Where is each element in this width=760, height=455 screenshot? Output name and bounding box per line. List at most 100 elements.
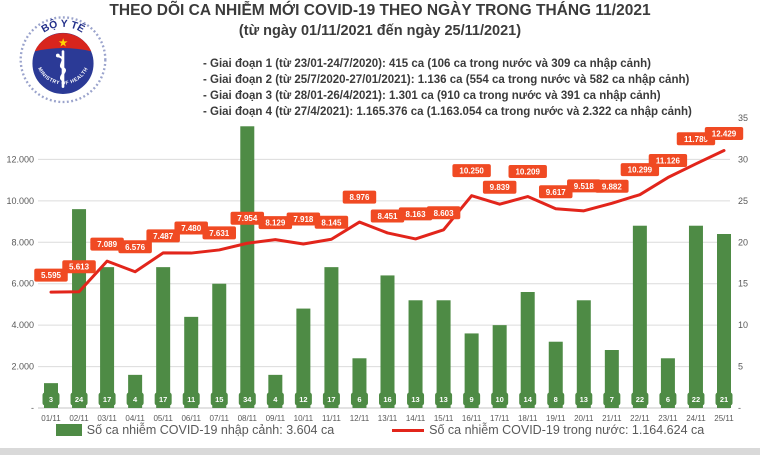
bar-value-label: 13	[580, 395, 588, 404]
page-bottom-strip	[0, 448, 760, 455]
line-value-label: 8.145	[321, 218, 342, 227]
line-value-label: 5.595	[41, 271, 62, 280]
bar-value-chip	[547, 392, 565, 406]
bar-value-chip	[519, 392, 537, 406]
x-axis-date-label: 10/11	[294, 414, 314, 423]
line-series-swatch	[392, 428, 425, 432]
bar	[324, 267, 339, 408]
logo-top-arc-text: BỘ Y TẾ	[40, 17, 88, 35]
line-value-box	[704, 127, 744, 141]
line-value-box	[452, 164, 491, 178]
x-axis-date-label: 21/11	[602, 414, 622, 423]
bar-value-chip	[154, 392, 172, 406]
bar-value-label: 22	[692, 395, 700, 404]
bar-value-chip	[631, 392, 649, 406]
line-value-box	[34, 268, 68, 282]
ministry-of-health-logo: BỘ Y TẾ ★ MINISTRY OF HEALTH	[16, 5, 110, 105]
line-value-label: 7.954	[237, 214, 258, 223]
x-axis-date-label: 08/11	[238, 414, 258, 423]
bar-value-chip	[491, 392, 509, 406]
x-axis-date-label: 20/11	[574, 414, 594, 423]
line-value-label: 7.631	[209, 229, 230, 238]
line-value-box	[62, 260, 96, 274]
bar-value-label: 3	[49, 395, 53, 404]
logo-star-icon: ★	[58, 38, 68, 50]
x-axis-date-label: 25/11	[714, 414, 734, 423]
bar-value-chip	[659, 392, 677, 406]
line-value-label: 8.129	[265, 219, 286, 228]
bar-value-chip	[350, 392, 368, 406]
bar-value-label: 4	[133, 395, 138, 404]
phase-3-line: - Giai đoạn 3 (từ 28/01-26/4/2021): 1.30…	[203, 90, 661, 102]
line-value-label: 6.576	[125, 243, 146, 252]
bar-value-label: 17	[103, 395, 111, 404]
bar	[72, 209, 87, 408]
bar-value-chip	[126, 392, 144, 406]
line-value-label: 7.487	[153, 232, 174, 241]
combo-chart: 2.000 4.000 6.000 8.000 10.000 12.000 - 5 10 15 20…	[6, 113, 748, 423]
bar-value-label: 4	[273, 395, 278, 404]
line-value-box	[426, 206, 461, 220]
x-axis-date-label: 07/11	[210, 414, 230, 423]
bar-value-chip	[435, 392, 453, 406]
bar-value-chip	[98, 392, 116, 406]
bar	[717, 234, 731, 408]
bar-value-chip	[70, 392, 88, 406]
line-value-label: 8.603	[434, 209, 455, 218]
line-value-label: 7.089	[97, 240, 118, 249]
logo-outer-ring	[19, 16, 107, 104]
bar	[212, 283, 227, 408]
x-axis-date-label: 22/11	[630, 414, 650, 423]
bar	[520, 292, 535, 408]
bar	[688, 225, 703, 408]
bar-value-label: 7	[610, 395, 614, 404]
phase-summary: - Giai đoạn 1 (từ 23/01-24/7/2020): 415 …	[203, 56, 692, 120]
logo-red-band	[34, 33, 92, 52]
x-axis-date-label: 13/11	[378, 414, 398, 423]
x-axis-date-label: 24/11	[686, 414, 706, 423]
legend-domestic-label: Số ca nhiễm COVID-19 trong nước: 1.164.6…	[429, 423, 705, 437]
bar	[436, 300, 451, 408]
bar-value-chip	[294, 392, 312, 406]
line-value-box	[398, 207, 433, 221]
legend-item-domestic: Số ca nhiễm COVID-19 trong nước: 1.164.6…	[392, 423, 704, 437]
x-axis-date-label: 04/11	[125, 414, 145, 423]
line-value-label: 9.617	[546, 188, 567, 197]
bar	[576, 300, 591, 408]
bar-value-chip	[210, 392, 228, 406]
line-value-label: 11.789	[684, 135, 709, 144]
line-value-label: 9.518	[574, 182, 595, 191]
bar	[548, 341, 563, 408]
x-axis-date-label: 17/11	[490, 414, 510, 423]
bar-value-chip	[322, 392, 340, 406]
line-value-box	[508, 165, 547, 179]
x-axis-date-label: 14/11	[406, 414, 426, 423]
x-axis-date-label: 03/11	[97, 414, 117, 423]
bar-value-label: 16	[383, 395, 391, 404]
line-value-label: 10.299	[628, 166, 653, 175]
line-value-label: 8.451	[377, 212, 398, 221]
line-value-label: 11.126	[656, 157, 681, 166]
x-axis-date-label: 12/11	[350, 414, 370, 423]
page-title: THEO DÕI CA NHIỄM MỚI COVID-19 THEO NGÀY…	[109, 2, 651, 19]
phase-4-line: - Giai đoạn 4 (từ 27/4/2021): 1.165.376 …	[203, 106, 692, 118]
bar-value-chip	[379, 392, 396, 406]
bar-value-chip	[603, 392, 621, 406]
x-axis-date-label: 23/11	[658, 414, 678, 423]
chart-header: THEO DÕI CA NHIỄM MỚI COVID-19 THEO NGÀY…	[0, 0, 760, 42]
x-axis-date-label: 01/11	[41, 414, 61, 423]
phase-2-line: - Giai đoạn 2 (từ 25/7/2020-27/01/2021):…	[203, 74, 690, 86]
bar-value-label: 11	[187, 395, 195, 404]
x-axis-date-label: 19/11	[546, 414, 566, 423]
bar	[464, 333, 479, 408]
chart-legend: Số ca nhiễm COVID-19 nhập cảnh: 3.604 ca…	[0, 423, 760, 437]
right-axis-tick: 25	[738, 196, 748, 206]
bar-value-label: 6	[357, 395, 361, 404]
bar-value-chip	[687, 392, 705, 406]
bar	[380, 275, 395, 408]
line-value-label: 9.839	[490, 183, 511, 192]
bar-value-label: 13	[411, 395, 419, 404]
bar-value-chip	[715, 392, 733, 406]
line-value-label: 7.918	[293, 215, 314, 224]
line-value-box	[174, 221, 208, 235]
